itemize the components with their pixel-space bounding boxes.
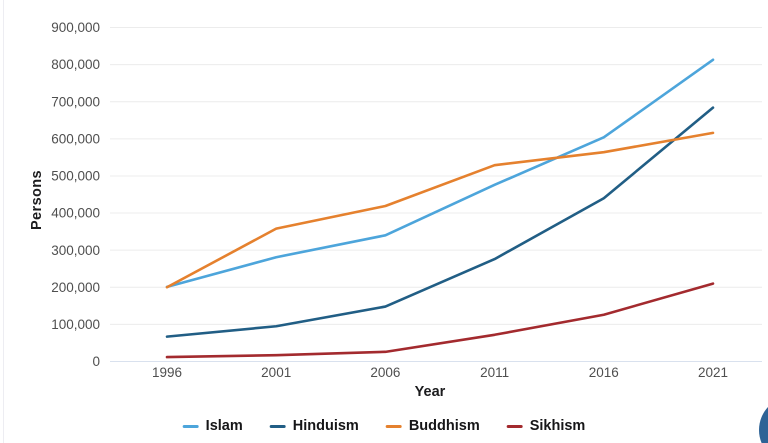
y-tick-label: 900,000 bbox=[51, 20, 100, 35]
y-tick-label: 100,000 bbox=[51, 317, 100, 332]
y-tick-label: 200,000 bbox=[51, 280, 100, 295]
y-tick-label: 700,000 bbox=[51, 94, 100, 109]
y-tick-label: 0 bbox=[92, 354, 100, 369]
x-tick-label: 1996 bbox=[152, 365, 182, 380]
y-axis-title: Persons bbox=[29, 169, 45, 231]
legend-label: Buddhism bbox=[408, 418, 480, 434]
panel-left-border bbox=[3, 0, 4, 443]
y-tick-label: 300,000 bbox=[51, 243, 100, 258]
legend-item-sikhism[interactable]: Sikhism bbox=[506, 418, 586, 434]
legend-swatch-icon bbox=[182, 424, 199, 428]
legend-item-hinduism[interactable]: Hinduism bbox=[269, 418, 359, 434]
x-tick-label: 2001 bbox=[261, 365, 291, 380]
legend-label: Hinduism bbox=[292, 418, 359, 434]
x-axis-title: Year bbox=[414, 384, 446, 400]
legend-swatch-icon bbox=[269, 424, 286, 428]
floating-action-button[interactable] bbox=[759, 396, 768, 443]
y-tick-label: 600,000 bbox=[51, 131, 100, 146]
x-tick-label: 2021 bbox=[698, 365, 728, 380]
y-tick-label: 400,000 bbox=[51, 206, 100, 221]
legend-label: Sikhism bbox=[529, 418, 586, 434]
x-tick-label: 2016 bbox=[589, 365, 619, 380]
legend: Islam Hinduism Buddhism Sikhism bbox=[182, 418, 586, 434]
y-tick-label: 500,000 bbox=[51, 169, 100, 184]
series-line-sikhism bbox=[165, 282, 715, 359]
legend-swatch-icon bbox=[506, 424, 523, 428]
y-tick-label: 800,000 bbox=[51, 57, 100, 72]
series-line-hinduism bbox=[165, 106, 715, 338]
legend-label: Islam bbox=[205, 418, 243, 434]
x-tick-label: 2011 bbox=[480, 365, 509, 380]
legend-swatch-icon bbox=[385, 424, 402, 428]
legend-item-islam[interactable]: Islam bbox=[182, 418, 243, 434]
legend-item-buddhism[interactable]: Buddhism bbox=[385, 418, 480, 434]
series-line-islam bbox=[165, 58, 715, 289]
x-tick-label: 2006 bbox=[370, 365, 400, 380]
series-line-buddhism bbox=[165, 131, 715, 289]
